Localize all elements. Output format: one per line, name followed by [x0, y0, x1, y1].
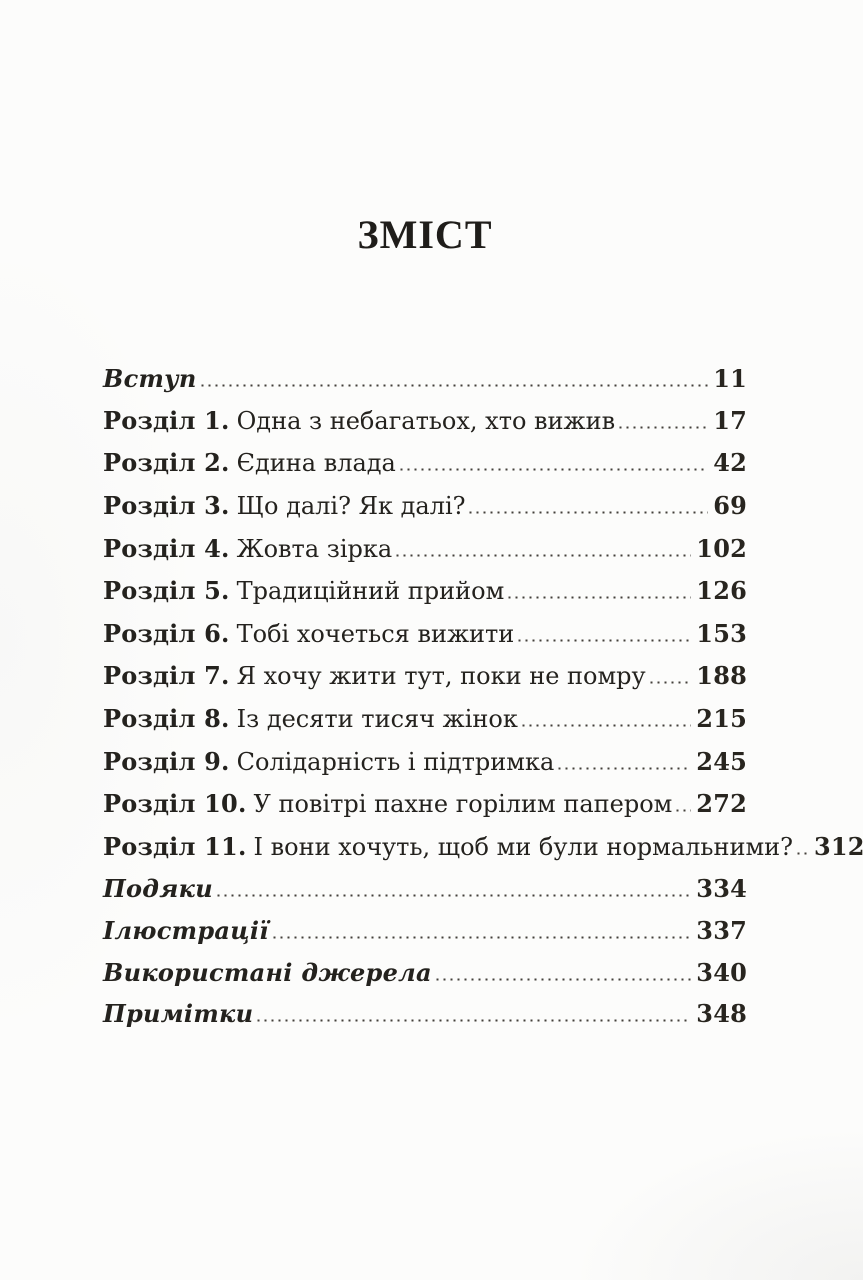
dot-leader — [399, 468, 709, 472]
toc-entry: Примітки 348 — [103, 993, 747, 1035]
toc-entry-page-number: 337 — [696, 915, 747, 945]
toc-entry-label: Примітки — [103, 999, 254, 1029]
toc-entry: Використані джерела 340 — [103, 952, 747, 994]
toc-entry-prefix: Розділ 3. — [103, 490, 230, 520]
toc-entry-label: Подяки — [103, 874, 213, 904]
toc-entry-page-number: 153 — [696, 618, 747, 648]
toc-entry-label: Єдина влада — [236, 449, 396, 478]
toc-entry: Розділ 8. Із десяти тисяч жінок 215 — [103, 698, 747, 741]
toc-entry-page-number: 340 — [696, 957, 747, 987]
toc-entry-label: У повітрі пахне горілим папером — [253, 790, 673, 819]
dot-leader — [200, 384, 709, 388]
toc-entry-prefix: Розділ 1. — [103, 405, 230, 435]
dot-leader — [619, 425, 709, 429]
toc-entry-prefix: Розділ 11. — [103, 831, 247, 861]
toc-entry-page-number: 334 — [696, 874, 747, 904]
table-of-contents: Вступ 11 Розділ 1. Одна з небагатьох, хт… — [103, 358, 863, 1035]
page-title: ЗМІСТ — [357, 212, 493, 257]
toc-entry-page-number: 69 — [713, 490, 747, 520]
toc-entry: Розділ 9. Солідарність і підтримка 245 — [103, 741, 747, 784]
toc-entry: Розділ 3. Що далі? Як далі? 69 — [103, 485, 747, 528]
toc-entry: Розділ 10. У повітрі пахне горілим папер… — [103, 783, 747, 826]
toc-entry-label: Що далі? Як далі? — [236, 491, 466, 520]
toc-entry-page-number: 272 — [696, 789, 747, 819]
toc-entry: Ілюстрації 337 — [103, 910, 747, 952]
toc-entry-prefix: Розділ 5. — [103, 576, 230, 606]
toc-entry-label: Тобі хочеться вижити — [236, 619, 515, 648]
toc-entry: Розділ 1. Одна з небагатьох, хто вижив 1… — [103, 400, 747, 443]
toc-entry-prefix: Розділ 10. — [103, 789, 247, 819]
toc-entry-page-number: 245 — [696, 746, 747, 776]
toc-entry-page-number: 348 — [696, 999, 747, 1029]
toc-entry-prefix: Розділ 4. — [103, 533, 230, 563]
toc-entry-label: Традиційний прийом — [236, 577, 505, 606]
dot-leader — [558, 766, 692, 770]
toc-entry: Розділ 5. Традиційний прийом 126 — [103, 570, 747, 613]
dot-leader — [216, 894, 692, 898]
toc-entry-label: Одна з небагатьох, хто вижив — [236, 406, 616, 435]
toc-entry-prefix: Розділ 6. — [103, 618, 230, 648]
dot-leader — [272, 935, 692, 939]
dot-leader — [649, 681, 692, 685]
toc-entry-page-number: 11 — [713, 364, 747, 394]
toc-entry: Вступ 11 — [103, 358, 747, 400]
dot-leader — [396, 553, 692, 557]
toc-entry-label: Жовта зірка — [236, 534, 393, 563]
toc-entry-prefix: Розділ 2. — [103, 448, 230, 478]
toc-entry: Розділ 2. Єдина влада 42 — [103, 442, 747, 485]
toc-entry-label: Солідарність і підтримка — [236, 747, 555, 776]
toc-entry: Розділ 11. І вони хочуть, щоб ми були но… — [103, 826, 863, 869]
dot-leader — [435, 977, 692, 981]
toc-entry-label: Вступ — [103, 364, 197, 394]
toc-entry-page-number: 215 — [696, 703, 747, 733]
toc-entry-page-number: 17 — [713, 405, 747, 435]
dot-leader — [518, 638, 692, 642]
page-content: ЗМІСТ Вступ 11 Розділ 1. Одна з небагать… — [103, 0, 863, 1035]
dot-leader — [521, 723, 692, 727]
toc-entry-prefix: Розділ 7. — [103, 661, 230, 691]
toc-entry-page-number: 42 — [713, 448, 747, 478]
toc-entry-label: Із десяти тисяч жінок — [236, 704, 518, 733]
toc-entry-prefix: Розділ 8. — [103, 703, 230, 733]
toc-entry: Розділ 6. Тобі хочеться вижити 153 — [103, 613, 747, 656]
dot-leader — [469, 510, 709, 514]
toc-entry: Розділ 7. Я хочу жити тут, поки не помру… — [103, 655, 747, 698]
toc-entry-page-number: 188 — [696, 661, 747, 691]
toc-entry-page-number: 126 — [696, 576, 747, 606]
dot-leader — [676, 809, 692, 813]
toc-entry-prefix: Розділ 9. — [103, 746, 230, 776]
toc-entry-page-number: 312 — [813, 831, 863, 861]
toc-entry-label: Ілюстрації — [103, 915, 269, 945]
dot-leader — [508, 596, 692, 600]
toc-entry: Розділ 4. Жовта зірка 102 — [103, 528, 747, 571]
dot-leader — [796, 851, 809, 855]
toc-entry-page-number: 102 — [696, 533, 747, 563]
toc-entry: Подяки 334 — [103, 868, 747, 910]
dot-leader — [257, 1019, 692, 1023]
toc-entry-label: Я хочу жити тут, поки не помру — [236, 662, 646, 691]
toc-entry-label: Використані джерела — [103, 957, 432, 987]
toc-entry-label: І вони хочуть, щоб ми були нормальними? — [253, 832, 793, 861]
